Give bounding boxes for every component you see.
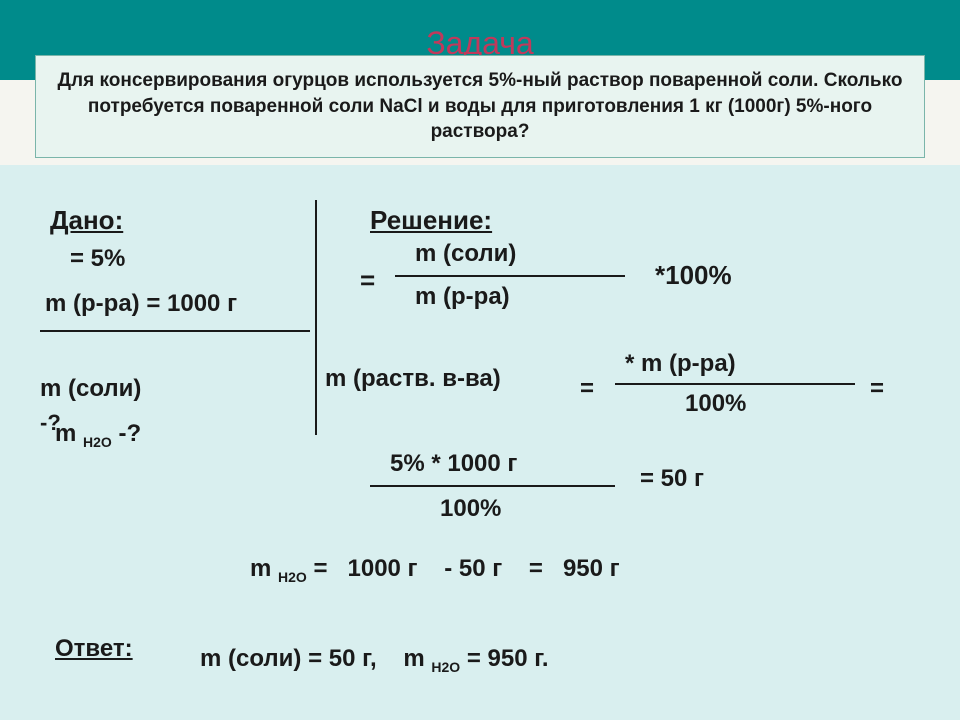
answer-label: Ответ: — [55, 635, 133, 663]
eq2-numerator: * m (р-ра) — [625, 350, 736, 378]
eq2-equals2: = — [870, 375, 884, 403]
vertical-divider — [315, 200, 317, 435]
slide-title: Задача — [0, 0, 960, 62]
eq1-multiply: *100% — [655, 260, 732, 291]
answer-text: m (соли) = 50 г, m H2O = 950 г. — [200, 645, 548, 675]
eq1-denominator: m (р-ра) — [415, 283, 510, 311]
given-label: Дано: — [50, 205, 123, 236]
eq2-fraction-line — [615, 383, 855, 385]
given-w: = 5% — [70, 245, 125, 273]
eq2-denominator: 100% — [685, 390, 746, 418]
eq3-numerator: 5% * 1000 г — [390, 450, 517, 478]
eq2-left: m (раств. в-ва) — [325, 365, 501, 393]
given-divider — [40, 330, 310, 332]
eq1-equals: = — [360, 265, 375, 296]
find-water: m H2O -? — [55, 420, 141, 450]
given-m-solution: m (р-ра) = 1000 г — [45, 290, 237, 318]
find-salt: m (соли) — [40, 375, 141, 403]
solution-label: Решение: — [370, 205, 492, 236]
content-area: Дано: = 5% m (р-ра) = 1000 г m (соли) -?… — [0, 165, 960, 720]
eq3-result: = 50 г — [640, 465, 704, 493]
eq3-denominator: 100% — [440, 495, 501, 523]
problem-statement: Для консервирования огурцов используется… — [35, 55, 925, 158]
eq1-numerator: m (соли) — [415, 240, 516, 268]
eq2-equals: = — [580, 375, 594, 403]
eq1-fraction-line — [395, 275, 625, 277]
eq3-fraction-line — [370, 485, 615, 487]
eq4-water-mass: m H2O = 1000 г - 50 г = 950 г — [250, 555, 620, 585]
